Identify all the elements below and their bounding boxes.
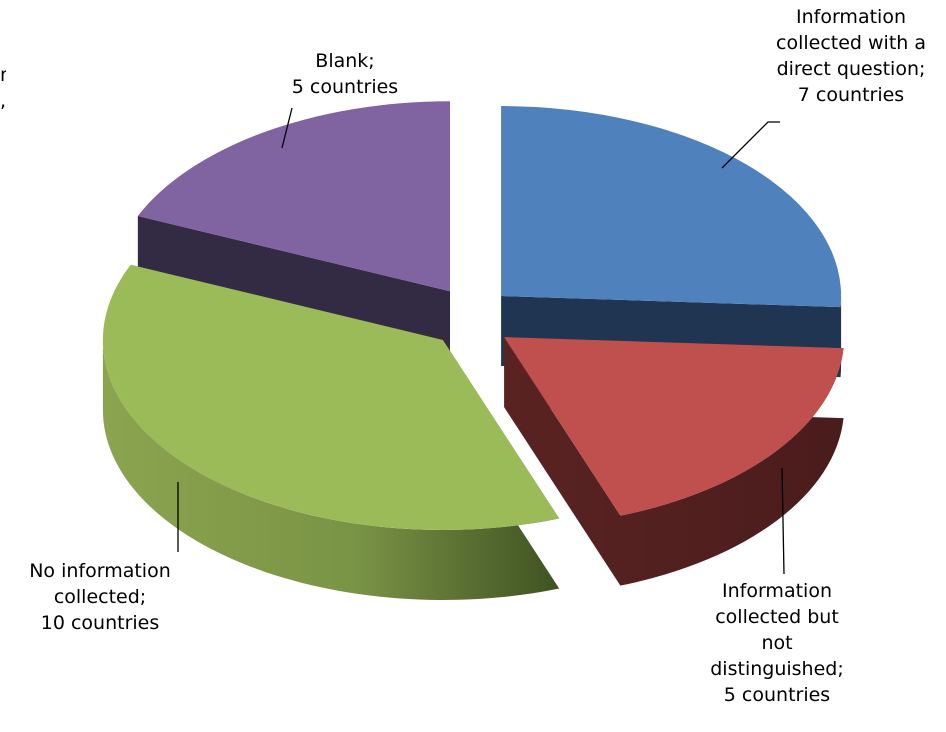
data-label-direct-question: Information collected with a direct ques… bbox=[776, 6, 926, 106]
data-label-blank: Blank; 5 countries bbox=[291, 50, 399, 98]
leader-line-blank bbox=[281, 107, 293, 149]
pie-slice-blank bbox=[137, 101, 451, 292]
data-label-no-information: No information collected; 10 countries bbox=[29, 560, 171, 634]
label-leader-lines bbox=[177, 107, 785, 575]
pie-slice-direct-question bbox=[501, 106, 842, 308]
pie-tops bbox=[102, 101, 844, 530]
clipped-edge-text: n bbox=[0, 62, 6, 88]
leader-line-direct-question bbox=[721, 121, 780, 169]
data-label-not-distinguished: Information collected but not distinguis… bbox=[710, 580, 844, 706]
pie-slice-not-distinguished bbox=[504, 337, 844, 516]
clipped-edge-text: , bbox=[0, 90, 6, 112]
pie-side-direct-question bbox=[501, 106, 842, 378]
leader-line-not-distinguished bbox=[781, 467, 785, 575]
pie-slice-no-information bbox=[102, 264, 560, 530]
